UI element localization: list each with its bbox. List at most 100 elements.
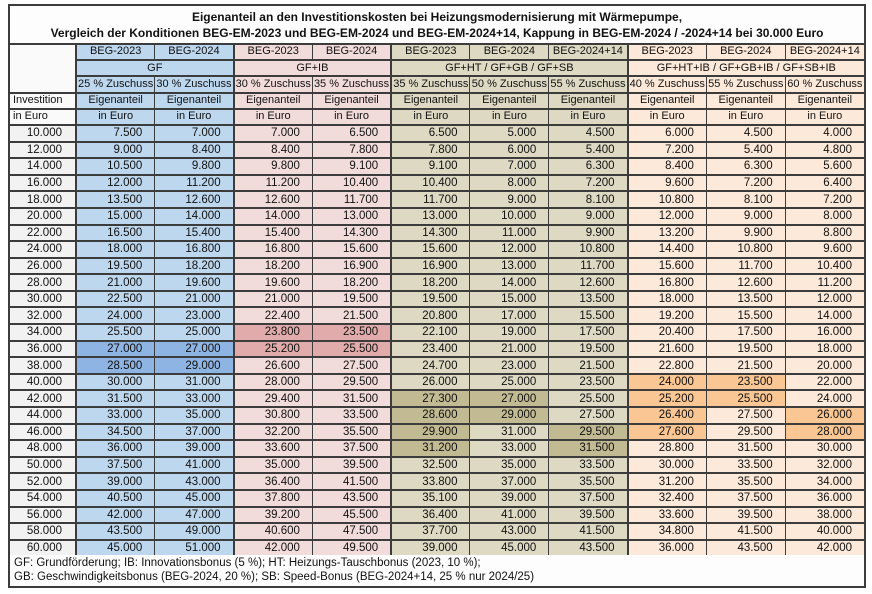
- value-cell: 27.500: [705, 406, 786, 425]
- investment-cell: 48.000: [10, 439, 77, 458]
- value-cell: 12.600: [232, 190, 313, 209]
- investment-cell: 20.000: [10, 206, 77, 226]
- header-unit-cell: in Euro: [705, 107, 786, 126]
- value-cell: 43.500: [311, 489, 392, 508]
- value-cell: 5.000: [469, 123, 550, 143]
- table-row: 40.000 30.000 31.000 28.000 29.500 26.000 25.0…: [10, 372, 864, 392]
- value-cell: 30.000: [75, 372, 156, 392]
- value-cell: 24.700: [390, 356, 471, 375]
- table-row: 28.000 21.000 19.600 19.600 18.200 18.200 14.0…: [10, 273, 864, 292]
- header-beg-cell: BEG-2023: [390, 45, 471, 62]
- value-cell: 16.900: [390, 256, 471, 276]
- header-eigenanteil-cell: Eigenanteil: [75, 91, 156, 110]
- value-cell: 31.000: [469, 422, 550, 442]
- value-cell: 13.000: [469, 256, 550, 276]
- header-eigenanteil-cell: Eigenanteil: [469, 91, 550, 110]
- header-eigenanteil-cell: Eigenanteil: [626, 91, 707, 110]
- value-cell: 13.200: [626, 223, 707, 243]
- value-cell: 36.000: [626, 538, 707, 556]
- value-cell: 19.500: [311, 289, 392, 309]
- value-cell: 5.400: [705, 140, 786, 160]
- value-cell: 22.000: [784, 372, 864, 392]
- value-cell: 39.500: [705, 505, 786, 525]
- value-cell: 26.000: [390, 372, 471, 392]
- header-unit-cell: in Euro: [390, 107, 471, 126]
- value-cell: 33.600: [626, 505, 707, 525]
- header-beg-cell: BEG-2024: [311, 45, 392, 62]
- value-cell: 25.500: [548, 389, 629, 409]
- value-cell: 18.200: [154, 256, 235, 276]
- value-cell: 37.000: [154, 422, 235, 442]
- table-row: 22.000 16.500 15.400 15.400 14.300 14.300 11.0…: [10, 223, 864, 243]
- subsidy-comparison-table: BEG-2023 BEG-2024 BEG-2023 BEG-2024 BEG-2023…: [10, 45, 864, 556]
- table-row: 16.000 12.000 11.200 11.200 10.400 10.400 8.00…: [10, 173, 864, 193]
- investment-cell: 16.000: [10, 173, 77, 193]
- value-cell: 17.500: [705, 323, 786, 342]
- table-row: 58.000 43.500 49.000 40.600 47.500 37.700 43.0…: [10, 522, 864, 541]
- table-row: 18.000 13.500 12.600 12.600 11.700 11.700 9.00…: [10, 190, 864, 209]
- header-group-cell: GF+HT / GF+GB / GF+SB: [390, 59, 629, 78]
- investment-cell: 46.000: [10, 422, 77, 442]
- header-eigenanteil-cell: Eigenanteil: [705, 91, 786, 110]
- investment-cell: 24.000: [10, 240, 77, 259]
- value-cell: 9.600: [626, 173, 707, 193]
- value-cell: 6.000: [626, 123, 707, 143]
- value-cell: 9.600: [784, 240, 864, 259]
- value-cell: 43.500: [75, 522, 156, 541]
- header-eigenanteil-cell: Eigenanteil: [784, 91, 864, 110]
- table-row: 44.000 33.000 35.000 30.800 33.500 28.600 29.0…: [10, 406, 864, 425]
- value-cell: 31.200: [390, 439, 471, 458]
- investment-cell: 42.000: [10, 389, 77, 409]
- value-cell: 28.600: [390, 406, 471, 425]
- value-cell: 9.000: [548, 206, 629, 226]
- value-cell: 23.500: [548, 372, 629, 392]
- header-unit-cell: in Euro: [232, 107, 313, 126]
- investment-cell: 58.000: [10, 522, 77, 541]
- value-cell: 39.500: [548, 505, 629, 525]
- value-cell: 14.300: [311, 223, 392, 243]
- value-cell: 7.200: [548, 173, 629, 193]
- investment-cell: 14.000: [10, 157, 77, 176]
- value-cell: 29.400: [232, 389, 313, 409]
- value-cell: 15.400: [232, 223, 313, 243]
- value-cell: 24.000: [784, 389, 864, 409]
- value-cell: 8.000: [784, 206, 864, 226]
- investment-cell: 10.000: [10, 123, 77, 143]
- value-cell: 9.800: [232, 157, 313, 176]
- value-cell: 17.500: [548, 323, 629, 342]
- value-cell: 33.000: [75, 406, 156, 425]
- header-beg-cell: BEG-2024: [154, 45, 235, 62]
- investment-cell: 44.000: [10, 406, 77, 425]
- value-cell: 41.500: [705, 522, 786, 541]
- value-cell: 10.800: [548, 240, 629, 259]
- value-cell: 41.500: [548, 522, 629, 541]
- value-cell: 8.100: [548, 190, 629, 209]
- value-cell: 33.800: [390, 472, 471, 491]
- value-cell: 4.500: [548, 123, 629, 143]
- value-cell: 27.300: [390, 389, 471, 409]
- value-cell: 42.000: [75, 505, 156, 525]
- value-cell: 17.000: [469, 306, 550, 326]
- value-cell: 11.700: [390, 190, 471, 209]
- value-cell: 8.400: [626, 157, 707, 176]
- value-cell: 10.800: [626, 190, 707, 209]
- value-cell: 26.400: [626, 406, 707, 425]
- value-cell: 29.900: [390, 422, 471, 442]
- header-unit-cell: in Euro: [469, 107, 550, 126]
- value-cell: 41.000: [469, 505, 550, 525]
- value-cell: 15.600: [390, 240, 471, 259]
- table-row: 34.000 25.500 25.000 23.800 23.500 22.100 19.0…: [10, 323, 864, 342]
- value-cell: 16.800: [154, 240, 235, 259]
- header-eigenanteil-cell: Eigenanteil: [154, 91, 235, 110]
- value-cell: 4.000: [784, 123, 864, 143]
- value-cell: 23.000: [154, 306, 235, 326]
- value-cell: 43.500: [548, 538, 629, 556]
- value-cell: 39.000: [390, 538, 471, 556]
- header-unit-cell: in Euro: [626, 107, 707, 126]
- value-cell: 13.500: [705, 289, 786, 309]
- value-cell: 16.900: [311, 256, 392, 276]
- value-cell: 12.000: [784, 289, 864, 309]
- value-cell: 21.600: [626, 339, 707, 359]
- value-cell: 31.500: [75, 389, 156, 409]
- value-cell: 36.000: [75, 439, 156, 458]
